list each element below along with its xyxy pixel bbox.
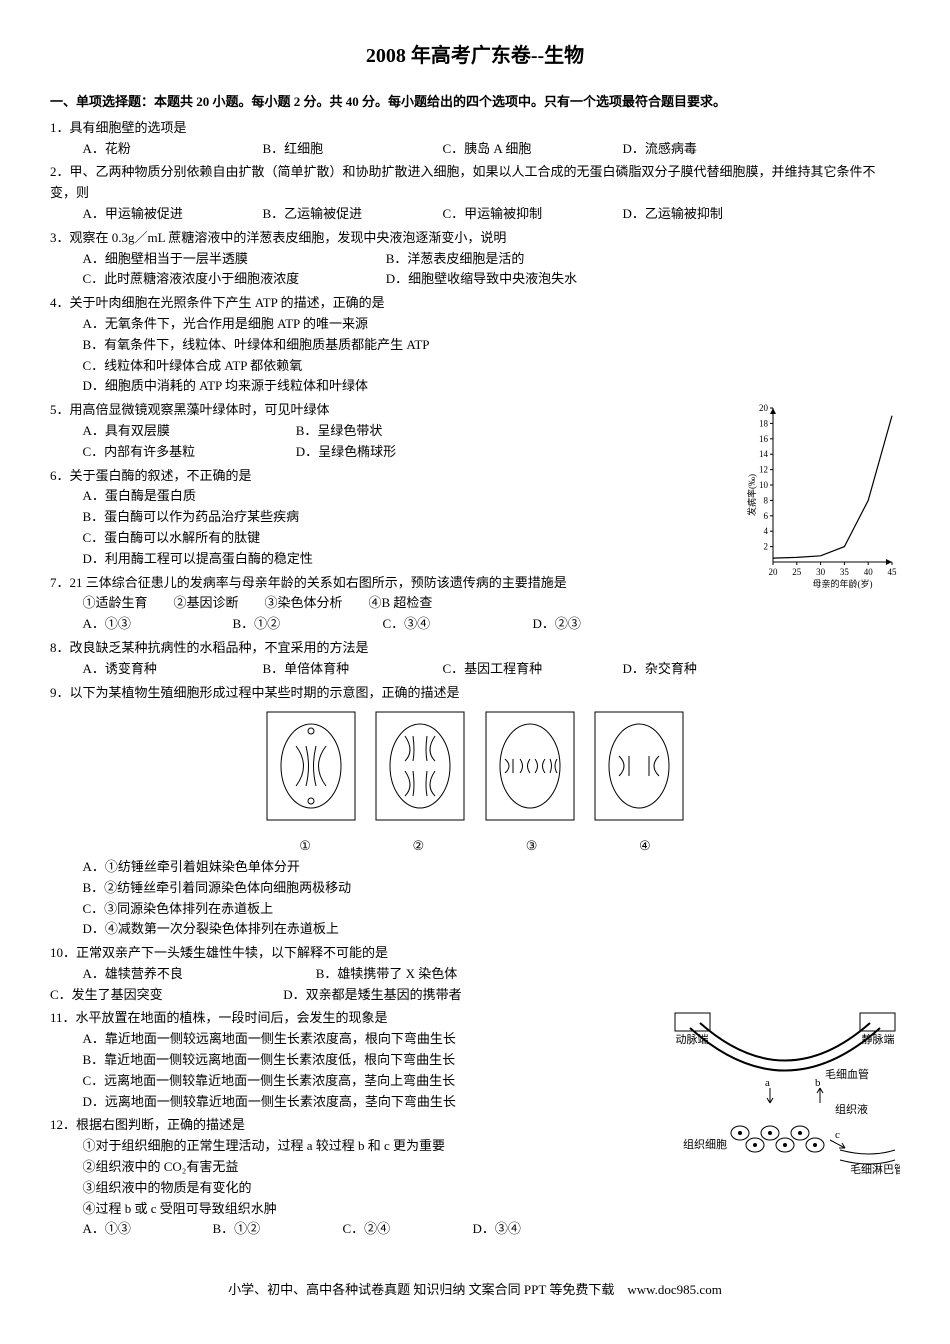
q10-opt-b: B．雄犊携带了 X 染色体 xyxy=(316,966,458,981)
q12-opt-d: D．③④ xyxy=(473,1219,573,1240)
q4-opt-b: B．有氧条件下，线粒体、叶绿体和细胞质基质都能产生 ATP xyxy=(83,335,901,356)
svg-text:4: 4 xyxy=(764,526,769,536)
svg-text:静脉端: 静脉端 xyxy=(862,1032,895,1046)
q9-opt-c: C．③同源染色体排列在赤道板上 xyxy=(83,899,901,920)
q12-s4: ④过程 b 或 c 受阻可导致组织水肿 xyxy=(50,1199,900,1220)
svg-text:c: c xyxy=(835,1129,840,1141)
question-1: 1．具有细胞壁的选项是 A．花粉 B．红细胞 C．胰岛 A 细胞 D．流感病毒 xyxy=(50,118,900,160)
q2-opt-d: D．乙运输被抑制 xyxy=(623,204,773,225)
svg-text:毛细淋巴管: 毛细淋巴管 xyxy=(850,1162,900,1176)
q2-opt-a: A．甲运输被促进 xyxy=(83,204,233,225)
q7-opt-b: B．①② xyxy=(233,614,353,635)
q8-opt-d: D．杂交育种 xyxy=(623,659,773,680)
q4-opt-a: A．无氧条件下，光合作用是细胞 ATP 的唯一来源 xyxy=(83,314,901,335)
fig-label-2: ② xyxy=(363,836,473,857)
q10-opt-a: A．雄犊营养不良 xyxy=(83,964,313,985)
svg-text:母亲的年龄(岁): 母亲的年龄(岁) xyxy=(813,578,873,589)
svg-text:组织液: 组织液 xyxy=(835,1102,868,1116)
svg-text:发病率(‰): 发病率(‰) xyxy=(746,474,757,516)
q5-opt-d: D．呈绿色椭球形 xyxy=(296,444,396,459)
q8-opt-c: C．基因工程育种 xyxy=(443,659,593,680)
svg-text:毛细血管: 毛细血管 xyxy=(825,1067,869,1081)
svg-text:35: 35 xyxy=(840,567,850,577)
svg-text:20: 20 xyxy=(769,567,779,577)
q12-opt-b: B．①② xyxy=(213,1219,313,1240)
q9-opt-d: D．④减数第一次分裂染色体排列在赤道板上 xyxy=(83,919,901,940)
q8-opt-b: B．单倍体育种 xyxy=(263,659,413,680)
q12-opt-a: A．①③ xyxy=(83,1219,183,1240)
q8-text: 8．改良缺乏某种抗病性的水稻品种，不宜采用的方法是 xyxy=(50,638,900,659)
question-4: 4．关于叶肉细胞在光照条件下产生 ATP 的描述，正确的是 A．无氧条件下，光合… xyxy=(50,293,900,397)
q5-opt-a: A．具有双层膜 xyxy=(83,421,293,442)
question-10: 10．正常双亲产下一头矮生雄性牛犊，以下解释不可能的是 A．雄犊营养不良 B．雄… xyxy=(50,943,900,1005)
svg-text:b: b xyxy=(815,1077,821,1089)
q3-opt-c: C．此时蔗糖溶液浓度小于细胞液浓度 xyxy=(83,269,383,290)
q4-opt-c: C．线粒体和叶绿体合成 ATP 都依赖氧 xyxy=(83,356,901,377)
fig-label-4: ④ xyxy=(590,836,700,857)
svg-text:6: 6 xyxy=(764,511,769,521)
q8-opt-a: A．诱变育种 xyxy=(83,659,233,680)
svg-text:20: 20 xyxy=(759,403,769,413)
q10-opt-d: D．双亲都是矮生基因的携带者 xyxy=(283,987,461,1002)
meiosis-fig-2 xyxy=(375,711,465,821)
fig-label-1: ① xyxy=(250,836,360,857)
q10-text: 10．正常双亲产下一头矮生雄性牛犊，以下解释不可能的是 xyxy=(50,943,900,964)
page-title: 2008 年高考广东卷--生物 xyxy=(50,40,900,72)
q10-opt-c: C．发生了基因突变 xyxy=(50,985,280,1006)
q9-text: 9．以下为某植物生殖细胞形成过程中某些时期的示意图，正确的描述是 xyxy=(50,683,900,704)
svg-text:25: 25 xyxy=(792,567,802,577)
q3-opt-b: B．洋葱表皮细胞是活的 xyxy=(386,251,525,266)
meiosis-labels: ① ② ③ ④ xyxy=(50,836,900,857)
q1-opt-b: B．红细胞 xyxy=(263,139,413,160)
q1-opt-c: C．胰岛 A 细胞 xyxy=(443,139,593,160)
q2-opt-b: B．乙运输被促进 xyxy=(263,204,413,225)
svg-text:45: 45 xyxy=(888,567,898,577)
q3-text: 3．观察在 0.3g／mL 蔗糖溶液中的洋葱表皮细胞，发现中央液泡逐渐变小，说明 xyxy=(50,228,900,249)
tissue-diagram: 动脉端 静脉端 a b 毛细血管组织液组织细胞 c 毛细淋巴管 xyxy=(670,1008,900,1185)
meiosis-figures xyxy=(50,711,900,828)
q1-opt-a: A．花粉 xyxy=(83,139,233,160)
q7-opt-c: C．③④ xyxy=(383,614,503,635)
q9-opt-a: A．①纺锤丝牵引着姐妹染色单体分开 xyxy=(83,857,901,878)
q4-opt-d: D．细胞质中消耗的 ATP 均来源于线粒体和叶绿体 xyxy=(83,376,901,397)
q3-opt-a: A．细胞壁相当于一层半透膜 xyxy=(83,249,383,270)
q9-opt-b: B．②纺锤丝牵引着同源染色体向细胞两极移动 xyxy=(83,878,901,899)
question-9: 9．以下为某植物生殖细胞形成过程中某些时期的示意图，正确的描述是 xyxy=(50,683,900,941)
svg-text:12: 12 xyxy=(759,465,768,475)
svg-text:18: 18 xyxy=(759,419,769,429)
q2-opt-c: C．甲运输被抑制 xyxy=(443,204,593,225)
svg-text:40: 40 xyxy=(864,567,874,577)
q7-opt-a: A．①③ xyxy=(83,614,203,635)
svg-text:16: 16 xyxy=(759,434,769,444)
q1-text: 1．具有细胞壁的选项是 xyxy=(50,118,900,139)
page-footer: 小学、初中、高中各种试卷真题 知识归纳 文案合同 PPT 等免费下载 www.d… xyxy=(50,1280,900,1301)
question-8: 8．改良缺乏某种抗病性的水稻品种，不宜采用的方法是 A．诱变育种 B．单倍体育种… xyxy=(50,638,900,680)
q2-text: 2．甲、乙两种物质分别依赖自由扩散（简单扩散）和协助扩散进入细胞，如果以人工合成… xyxy=(50,162,900,204)
section-header: 一、单项选择题：本题共 20 小题。每小题 2 分。共 40 分。每小题给出的四… xyxy=(50,92,900,113)
meiosis-fig-1 xyxy=(266,711,356,821)
q3-opt-d: D．细胞壁收缩导致中央液泡失水 xyxy=(386,271,577,286)
meiosis-fig-3 xyxy=(485,711,575,821)
question-3: 3．观察在 0.3g／mL 蔗糖溶液中的洋葱表皮细胞，发现中央液泡逐渐变小，说明… xyxy=(50,228,900,290)
q5-opt-c: C．内部有许多基粒 xyxy=(83,442,293,463)
svg-text:组织细胞: 组织细胞 xyxy=(683,1137,727,1151)
q1-opt-d: D．流感病毒 xyxy=(623,139,773,160)
q7-opt-d: D．②③ xyxy=(533,614,653,635)
svg-text:10: 10 xyxy=(759,480,769,490)
q4-text: 4．关于叶肉细胞在光照条件下产生 ATP 的描述，正确的是 xyxy=(50,293,900,314)
incidence-chart: 2 4 6 8 10 12 14 16 18 20 20 25 30 35 40 45 发病率(‰) 母亲的年龄(… xyxy=(745,400,900,597)
meiosis-fig-4 xyxy=(594,711,684,821)
question-2: 2．甲、乙两种物质分别依赖自由扩散（简单扩散）和协助扩散进入细胞，如果以人工合成… xyxy=(50,162,900,224)
svg-text:14: 14 xyxy=(759,449,769,459)
q5-opt-b: B．呈绿色带状 xyxy=(296,423,383,438)
svg-text:30: 30 xyxy=(816,567,826,577)
fig-label-3: ③ xyxy=(477,836,587,857)
svg-text:动脉端: 动脉端 xyxy=(676,1032,709,1046)
svg-text:2: 2 xyxy=(764,542,769,552)
q12-opt-c: C．②④ xyxy=(343,1219,443,1240)
svg-text:8: 8 xyxy=(764,496,769,506)
svg-text:a: a xyxy=(765,1077,770,1089)
